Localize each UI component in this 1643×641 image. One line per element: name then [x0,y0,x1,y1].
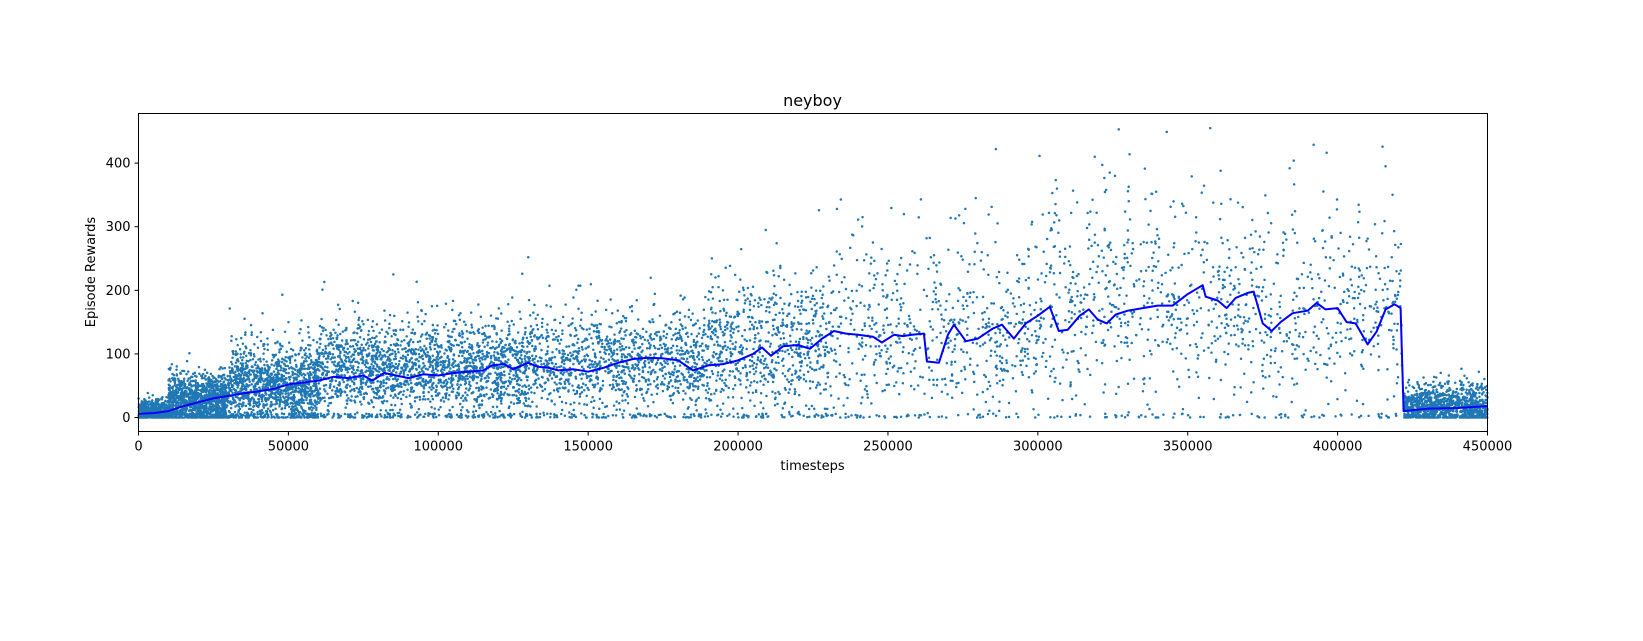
x-tick-label: 450000 [1463,440,1513,455]
axes-frame [138,113,1488,432]
x-tick-label: 200000 [713,440,763,455]
y-tick-label: 200 [106,284,131,299]
x-axis-label: timesteps [780,459,844,474]
y-axis-label: Episode Rewards [84,217,99,328]
x-tick-label: 0 [134,440,142,455]
chart-title: neyboy [783,91,842,110]
y-tick-label: 100 [106,347,131,362]
plot-area [137,126,1489,419]
y-axis-ticks: 0 100 200 300 400 [106,157,139,426]
x-tick-label: 250000 [863,440,913,455]
x-axis-ticks: 0 50000 100000 150000 200000 250000 300000 3500… [134,431,1513,455]
y-tick-label: 0 [122,411,130,426]
y-tick-label: 300 [106,220,131,235]
x-tick-label: 50000 [268,440,309,455]
x-tick-label: 150000 [563,440,613,455]
x-tick-label: 100000 [413,440,463,455]
y-tick-label: 400 [106,157,131,172]
x-tick-label: 300000 [1013,440,1063,455]
moving-average-line [138,284,1488,415]
x-tick-label: 400000 [1313,440,1363,455]
x-tick-label: 350000 [1163,440,1213,455]
